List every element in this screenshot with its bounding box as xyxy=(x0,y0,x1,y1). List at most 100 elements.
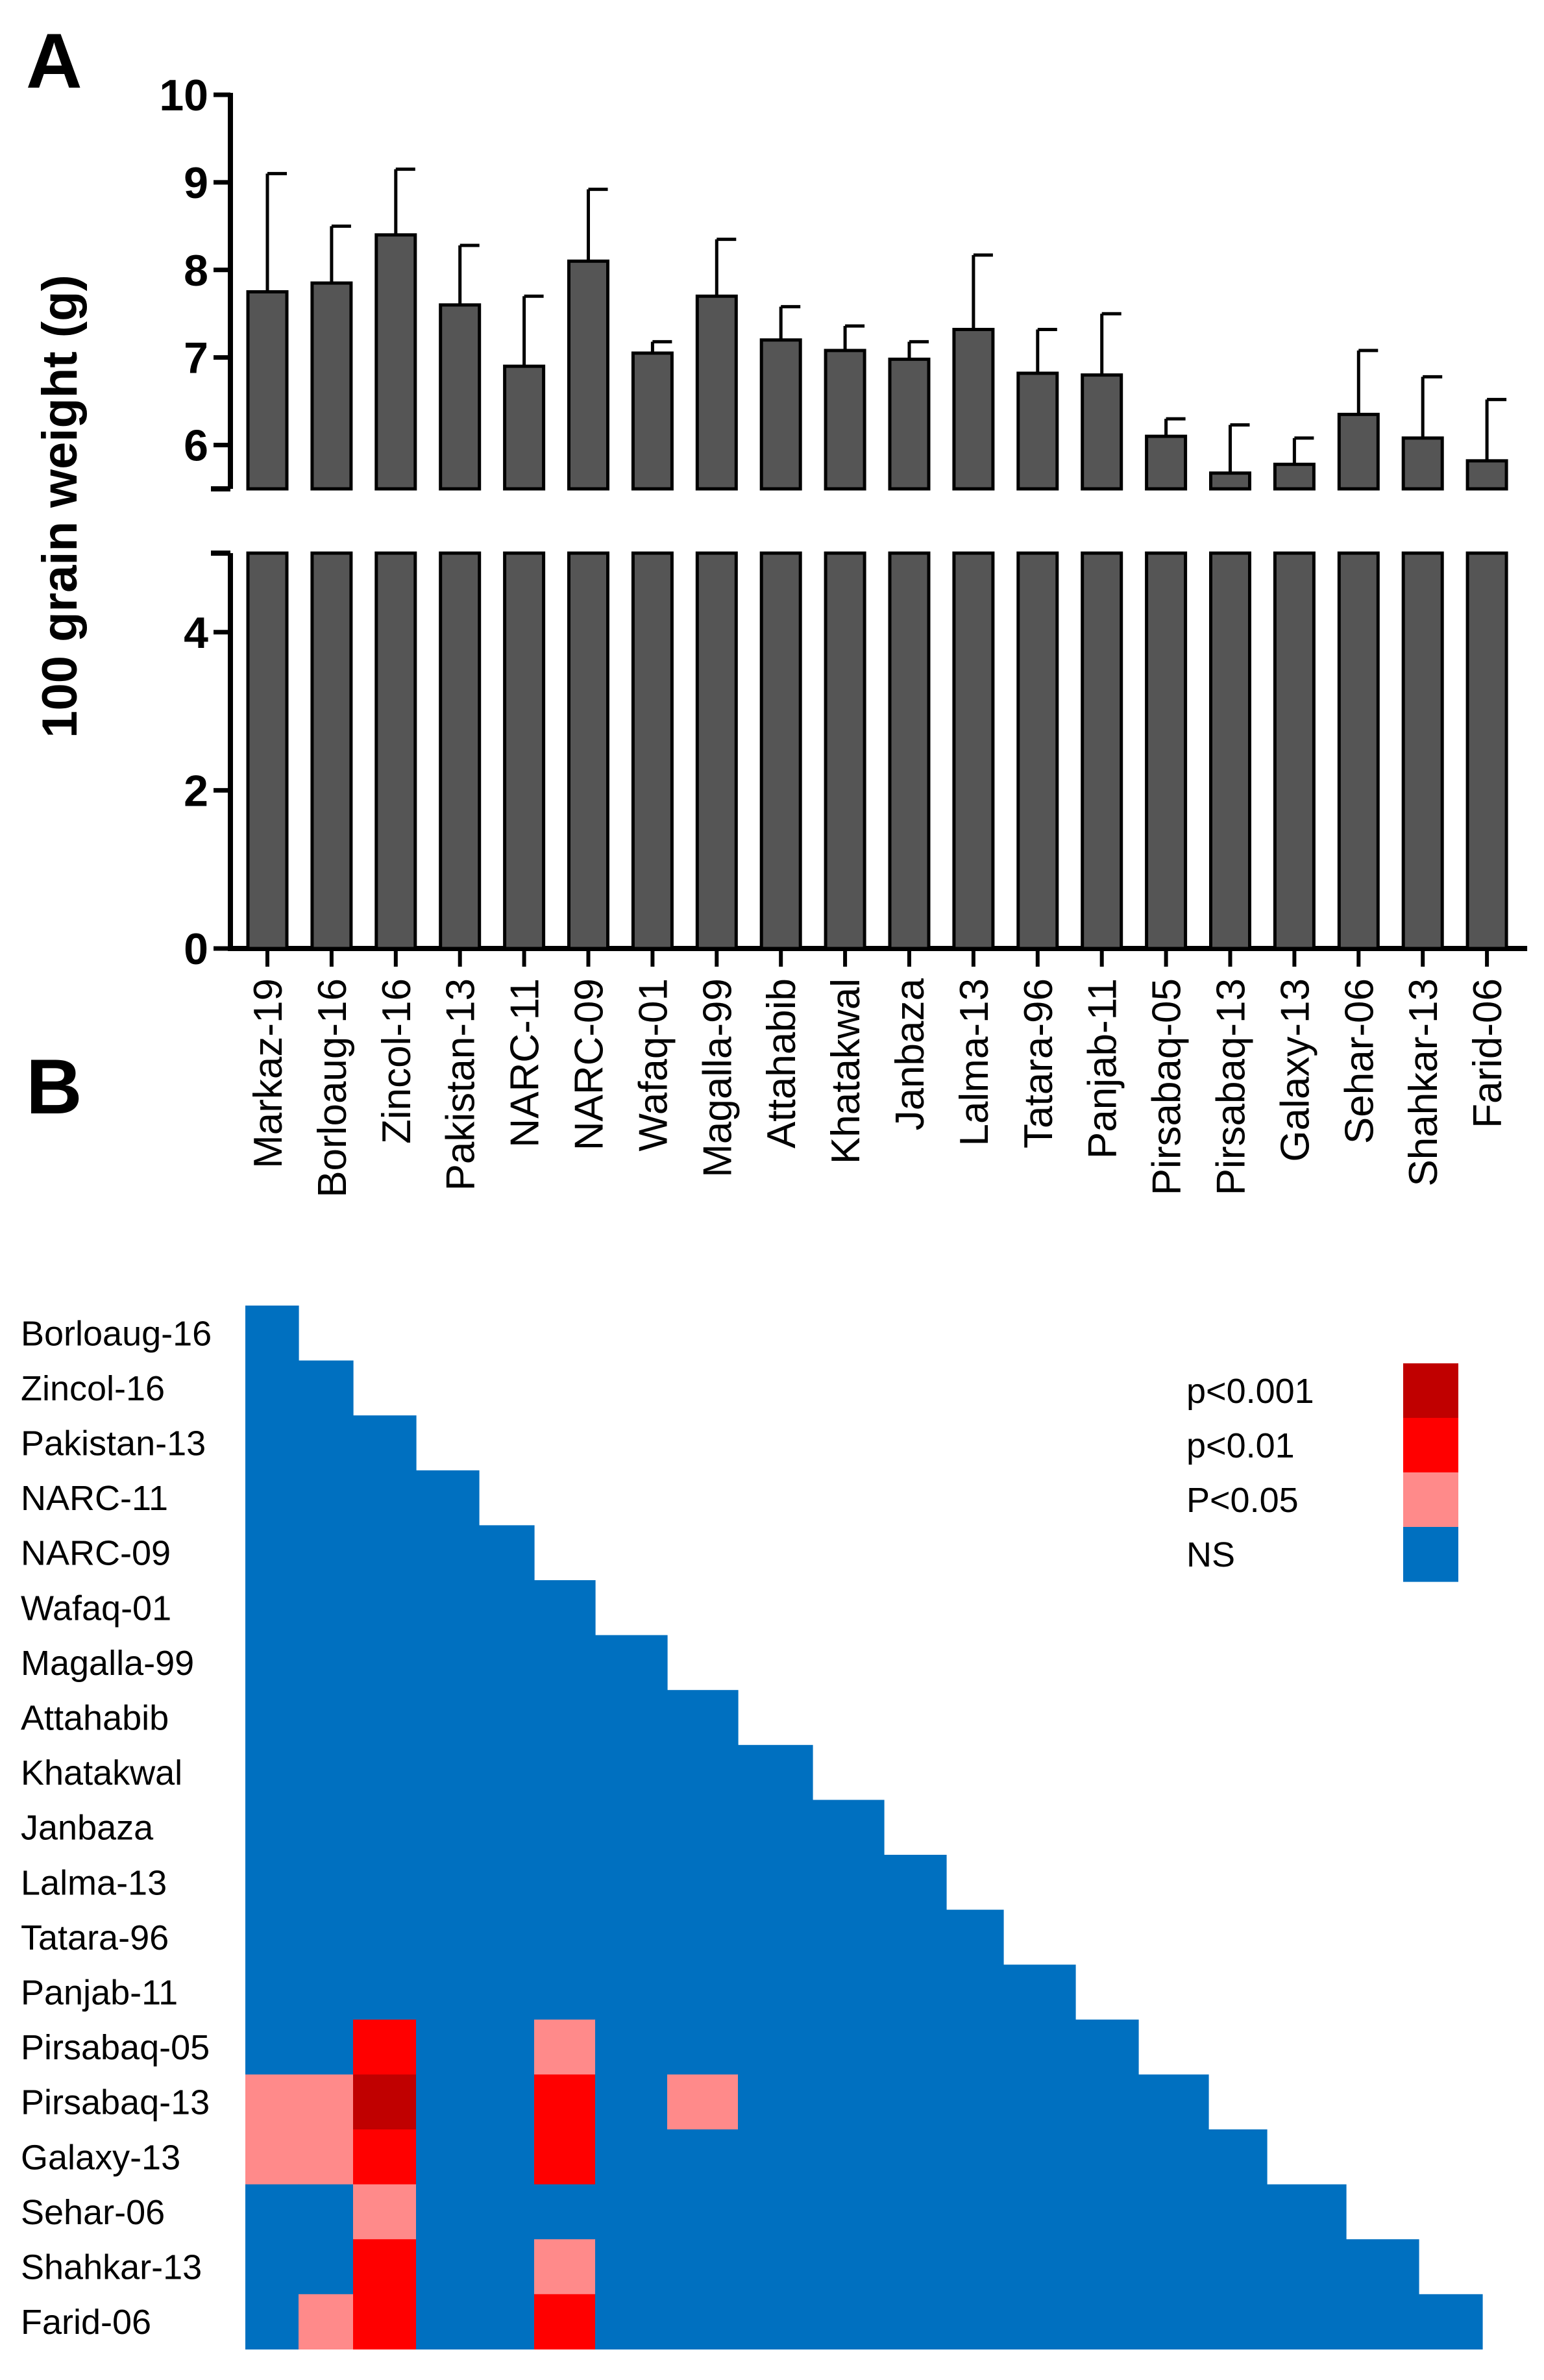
heatmap-cell xyxy=(534,2019,596,2075)
x-tick-label: Shahkar-13 xyxy=(1401,978,1446,1187)
legend-label: p<0.01 xyxy=(1186,1426,1295,1465)
bar-upper xyxy=(952,328,995,491)
heatmap-cell xyxy=(813,1855,885,1911)
heatmap-cell xyxy=(884,2074,947,2130)
heatmap-cell xyxy=(1075,2294,1139,2349)
heatmap-cell xyxy=(245,1635,299,1691)
heatmap-cell xyxy=(353,2239,417,2295)
heatmap-cell xyxy=(595,1690,668,1746)
y-axis-ticks: 0 2 4 6 7 8 9 10 xyxy=(159,71,230,974)
heatmap-row-label: Pirsabaq-13 xyxy=(21,2083,210,2122)
bar-lower xyxy=(1016,551,1059,950)
bar-upper xyxy=(631,351,674,491)
heatmap-cell xyxy=(1003,1965,1076,2020)
legend-label: NS xyxy=(1186,1535,1235,1574)
x-tick-label: Borloaug-16 xyxy=(310,978,355,1198)
heatmap-cell xyxy=(1138,2239,1209,2295)
heatmap-row-label: Panjab-11 xyxy=(21,1974,178,2013)
heatmap-cell xyxy=(245,1744,299,1800)
legend-swatch xyxy=(1403,1527,1458,1582)
heatmap-cell xyxy=(1208,2184,1268,2240)
heatmap-cell xyxy=(534,2129,596,2185)
heatmap-row-label: Farid-06 xyxy=(21,2303,151,2342)
heatmap-cell xyxy=(738,2074,813,2130)
heatmap-cell xyxy=(738,2239,813,2295)
y-tick-label: 7 xyxy=(184,334,208,383)
heatmap-cell xyxy=(884,2294,947,2349)
heatmap-cell xyxy=(738,1744,813,1800)
heatmap-cell xyxy=(416,2019,480,2075)
bar-lower xyxy=(759,551,802,950)
heatmap-cell xyxy=(667,2184,739,2240)
x-tick-label: Farid-06 xyxy=(1465,978,1510,1128)
heatmap-cell xyxy=(245,1855,299,1911)
heatmap-row-label: Khatakwal xyxy=(21,1754,182,1792)
y-axis-label: 100 grain weight (g) xyxy=(32,275,88,738)
heatmap-cell xyxy=(353,2184,417,2240)
heatmap-cell xyxy=(595,2184,668,2240)
heatmap-cell xyxy=(946,2019,1004,2075)
heatmap-cell xyxy=(299,1690,354,1746)
heatmap-cell xyxy=(1138,2074,1209,2130)
x-tick-label: Markaz-19 xyxy=(246,978,291,1169)
heatmap-cell xyxy=(245,2129,299,2185)
heatmap-cells xyxy=(245,1306,1483,2349)
heatmap-cell xyxy=(299,1415,354,1471)
heatmap-cell xyxy=(299,1525,354,1581)
heatmap-cell xyxy=(1267,2294,1347,2349)
heatmap-cell xyxy=(416,2184,480,2240)
bar-upper xyxy=(824,349,866,491)
heatmap-cell xyxy=(416,1855,480,1911)
heatmap-cell xyxy=(667,2239,739,2295)
heatmap-cell xyxy=(416,1965,480,2020)
heatmap-cell xyxy=(479,2184,535,2240)
heatmap-row-label: Borloaug-16 xyxy=(21,1314,212,1353)
heatmap-cell xyxy=(667,1800,739,1855)
heatmap-cell xyxy=(1075,2184,1139,2240)
legend-label: p<0.001 xyxy=(1186,1372,1314,1411)
x-tick-label: Attahabib xyxy=(759,978,804,1148)
heatmap-cell xyxy=(667,2074,739,2130)
heatmap-cell xyxy=(1267,2184,1347,2240)
heatmap-cell xyxy=(1075,2239,1139,2295)
heatmap-cell xyxy=(353,2019,417,2075)
x-tick-label: Pakistan-13 xyxy=(439,978,484,1191)
heatmap-cell xyxy=(946,2129,1004,2185)
heatmap-cell xyxy=(353,1635,417,1691)
y-tick-label: 6 xyxy=(184,421,208,471)
heatmap-cell xyxy=(667,1690,739,1746)
heatmap-cell xyxy=(534,1800,596,1855)
heatmap-cell xyxy=(1346,2294,1419,2349)
heatmap-cell xyxy=(946,2184,1004,2240)
bar-upper xyxy=(695,294,738,491)
heatmap-cell xyxy=(1208,2239,1268,2295)
heatmap-cell xyxy=(479,1580,535,1636)
heatmap-cell xyxy=(479,1909,535,1965)
x-tick-label: Pirsabaq-13 xyxy=(1209,978,1254,1195)
heatmap-cell xyxy=(479,1855,535,1911)
heatmap-cell xyxy=(595,1909,668,1965)
heatmap-cell xyxy=(353,1744,417,1800)
x-axis-ticks: Markaz-19 Borloaug-16 Zincol-16 Pakistan-13… xyxy=(246,948,1510,1198)
heatmap-cell xyxy=(667,1744,739,1800)
bar-upper xyxy=(567,259,609,491)
y-tick-label: 10 xyxy=(159,71,208,120)
heatmap-cell xyxy=(416,2129,480,2185)
panel-b-label: B xyxy=(26,1043,82,1130)
heatmap-cell xyxy=(479,1690,535,1746)
heatmap-cell xyxy=(416,1744,480,1800)
heatmap-cell xyxy=(353,1909,417,1965)
bar-upper xyxy=(1209,471,1251,491)
heatmap-row-label: Attahabib xyxy=(21,1699,169,1738)
heatmap-cell xyxy=(1003,2019,1076,2075)
heatmap-cell xyxy=(884,1965,947,2020)
bar-lower xyxy=(952,551,995,950)
heatmap-cell xyxy=(1003,2294,1076,2349)
heatmap-cell xyxy=(884,2129,947,2185)
heatmap-cell xyxy=(479,2294,535,2349)
heatmap-cell xyxy=(245,2074,299,2130)
heatmap-cell xyxy=(479,1800,535,1855)
heatmap-cell xyxy=(416,1525,480,1581)
heatmap-cell xyxy=(946,1909,1004,1965)
bar-lower xyxy=(631,551,674,950)
